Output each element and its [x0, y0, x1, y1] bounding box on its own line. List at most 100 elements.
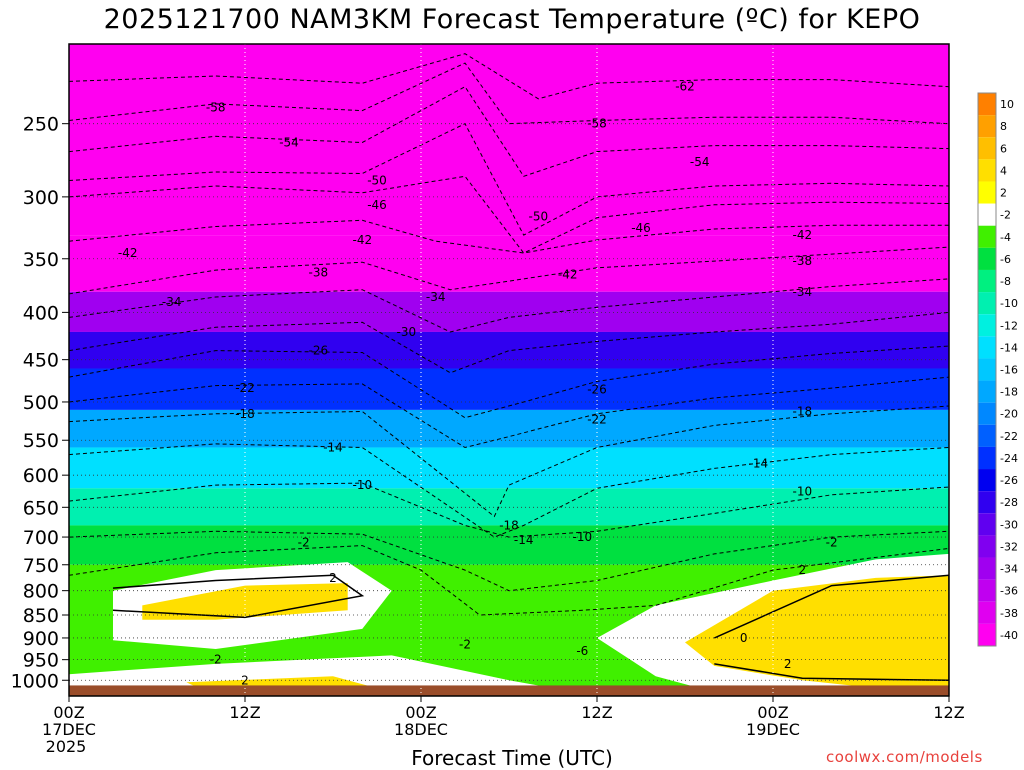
- y-tick-label: 500: [23, 392, 59, 414]
- x-tick-label: 12Z: [581, 703, 612, 722]
- contour-label: -6: [576, 644, 588, 658]
- contour-line: [69, 123, 949, 236]
- y-tick-label: 250: [23, 114, 59, 136]
- temperature-band: [69, 291, 949, 332]
- source-credit: coolwx.com/models: [826, 748, 983, 766]
- colorbar-label: -38: [1000, 607, 1018, 620]
- contour-label: -38: [309, 265, 329, 279]
- colorbar-cell: [978, 535, 996, 558]
- x-tick-label: 12Z: [933, 703, 964, 722]
- contour-label: 2: [799, 563, 807, 577]
- temperature-band: [69, 44, 949, 236]
- y-tick-label: 1000: [11, 670, 59, 692]
- ground-strip: [69, 685, 949, 696]
- colorbar-label: -22: [1000, 430, 1018, 443]
- colorbar-cell: [978, 292, 996, 315]
- y-tick-label: 750: [23, 555, 59, 577]
- contour-label: -22: [587, 412, 607, 426]
- colorbar-cell: [978, 557, 996, 580]
- contour-label: -42: [558, 268, 578, 282]
- contour-label: -26: [587, 383, 607, 397]
- y-tick-label: 950: [23, 650, 59, 672]
- colorbar-label: -32: [1000, 540, 1018, 553]
- contour-label: -30: [397, 325, 417, 339]
- colorbar-cell: [978, 491, 996, 514]
- contour-label: -34: [426, 290, 446, 304]
- contour-label: -54: [690, 155, 710, 169]
- contour-label: -50: [367, 173, 387, 187]
- colorbar-cell: [978, 336, 996, 359]
- contour-label: -26: [309, 344, 329, 358]
- colorbar-label: 10: [1000, 98, 1014, 111]
- warm-region: [685, 575, 949, 696]
- colorbar-cell: [978, 469, 996, 492]
- contour-line: [69, 545, 949, 616]
- contour-line: [112, 574, 365, 619]
- colorbar-cell: [978, 402, 996, 425]
- y-tick-label: 550: [23, 430, 59, 452]
- contour-label: -2: [298, 536, 310, 550]
- contour-line: [69, 219, 949, 254]
- x-tick-label: 17DEC: [42, 720, 96, 739]
- colorbar-label: -2: [1000, 209, 1011, 222]
- x-tick-label: 00Z: [405, 703, 436, 722]
- contour-label: -42: [118, 246, 138, 260]
- colorbar-cell: [978, 424, 996, 447]
- contour-label: -2: [459, 638, 471, 652]
- contour-label: -18: [235, 407, 255, 421]
- contour-line: [69, 443, 949, 538]
- contour-label: 2: [241, 673, 249, 687]
- plot-frame: [68, 43, 950, 697]
- contour-label: 0: [740, 631, 748, 645]
- colorbar-cell: [978, 513, 996, 536]
- colorbar-label: 8: [1000, 120, 1007, 133]
- colorbar-label: -40: [1000, 629, 1018, 642]
- colorbar-cell: [978, 93, 996, 116]
- contour-label: -18: [499, 518, 519, 532]
- colorbar-label: -12: [1000, 319, 1018, 332]
- colorbar-cell: [978, 137, 996, 160]
- contour-label: -46: [367, 198, 387, 212]
- colorbar-label: 4: [1000, 164, 1007, 177]
- contour-label: -50: [529, 209, 549, 223]
- y-tick-label: 650: [23, 497, 59, 519]
- colorbar-label: -28: [1000, 496, 1018, 509]
- colorbar-cell: [978, 601, 996, 624]
- contour-label: -10: [353, 478, 373, 492]
- contour-label: -14: [749, 457, 769, 471]
- contour-label: -18: [793, 404, 813, 418]
- colorbar-label: -34: [1000, 563, 1018, 576]
- y-tick-label: 600: [23, 465, 59, 487]
- colorbar-label: 6: [1000, 142, 1007, 155]
- contour-label: -42: [353, 233, 373, 247]
- temperature-band: [69, 488, 949, 526]
- colorbar-cell: [978, 181, 996, 204]
- colorbar-cell: [978, 380, 996, 403]
- colorbar-label: -4: [1000, 231, 1011, 244]
- contour-line: [69, 53, 949, 100]
- temperature-band: [69, 447, 949, 489]
- colorbar-label: -8: [1000, 275, 1011, 288]
- colorbar-cell: [978, 115, 996, 138]
- x-tick-label: 19DEC: [746, 720, 800, 739]
- contour-label: -34: [162, 295, 182, 309]
- colorbar-label: -14: [1000, 341, 1018, 354]
- colorbar-label: -10: [1000, 297, 1018, 310]
- contour-line: [69, 376, 949, 449]
- contour-label: -46: [631, 221, 651, 235]
- colorbar-label: -16: [1000, 364, 1018, 377]
- colorbar-cell: [978, 446, 996, 470]
- contour-label: -58: [587, 117, 607, 131]
- contour-label: -14: [323, 440, 343, 454]
- colorbar-label: -30: [1000, 518, 1018, 531]
- colorbar-label: -24: [1000, 452, 1018, 465]
- y-tick-label: 800: [23, 581, 59, 603]
- contour-line: [69, 311, 949, 374]
- temperature-band: [69, 235, 949, 292]
- colorbar-cell: [978, 314, 996, 337]
- colorbar-frame: [977, 92, 997, 647]
- x-tick-label: 18DEC: [394, 720, 448, 739]
- y-tick-label: 850: [23, 605, 59, 627]
- y-tick-label: 300: [23, 187, 59, 209]
